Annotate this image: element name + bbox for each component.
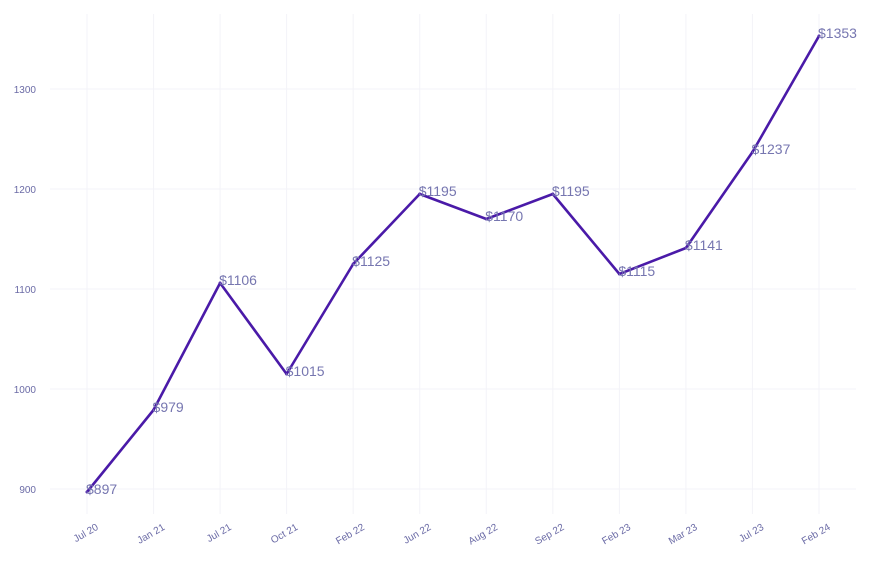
data-point <box>418 192 422 196</box>
series-line <box>85 34 821 494</box>
data-point <box>750 150 754 154</box>
data-point <box>617 272 621 276</box>
y-tick-label: 900 <box>19 485 36 496</box>
x-tick-label: Sep 22 <box>533 522 566 548</box>
x-tick-label: Feb 24 <box>800 522 833 547</box>
x-tick-label: Mar 23 <box>667 522 700 547</box>
data-label: $1353 <box>818 25 857 41</box>
x-tick-label: Jan 21 <box>136 522 168 547</box>
series-layer <box>85 34 821 494</box>
data-label: $1141 <box>685 237 723 253</box>
y-tick-label: 1300 <box>14 85 37 96</box>
data-label: $1170 <box>485 208 523 224</box>
data-point <box>85 490 89 494</box>
data-point <box>684 246 688 250</box>
y-tick-label: 1200 <box>14 185 37 196</box>
data-label: $1015 <box>286 363 325 379</box>
data-point <box>152 408 156 412</box>
data-label: $897 <box>86 481 117 497</box>
data-label: $1195 <box>419 183 457 199</box>
grid-layer <box>50 14 856 514</box>
data-label: $1125 <box>352 253 390 269</box>
data-point <box>817 34 821 38</box>
x-tick-label: Jun 22 <box>402 522 434 547</box>
data-label: $1237 <box>751 141 790 157</box>
data-point <box>218 281 222 285</box>
x-tick-label: Oct 21 <box>269 522 300 546</box>
axis-layer: 900 1000 1100 1200 1300 Jul 20 Jan 21 Jul 21 Oct… <box>14 85 833 547</box>
y-tick-label: 1000 <box>14 385 37 396</box>
data-point <box>285 372 289 376</box>
x-tick-label: Feb 22 <box>334 522 367 547</box>
data-point <box>484 217 488 221</box>
x-tick-label: Jul 23 <box>737 522 766 545</box>
data-label: $1195 <box>552 183 590 199</box>
data-point <box>551 192 555 196</box>
x-tick-label: Aug 22 <box>467 522 500 548</box>
data-label-layer: $897 $979 $1106 $1015 $1125 $1195 $1170 $1195 $1… <box>86 25 857 497</box>
data-label: $979 <box>153 399 184 415</box>
x-tick-label: Jul 21 <box>205 522 234 545</box>
data-label: $1106 <box>219 272 257 288</box>
y-tick-label: 1100 <box>14 285 36 296</box>
x-tick-label: Feb 23 <box>600 522 633 547</box>
data-point <box>351 262 355 266</box>
x-tick-label: Jul 20 <box>72 522 101 545</box>
data-label: $1115 <box>618 263 655 279</box>
